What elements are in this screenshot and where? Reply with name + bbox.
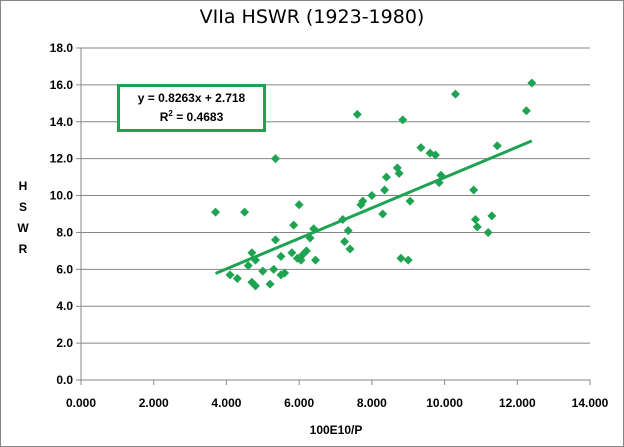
y-tick-label: 6.0 xyxy=(56,262,73,276)
data-point xyxy=(276,251,286,261)
data-point xyxy=(269,264,279,274)
data-point xyxy=(287,248,297,258)
trendline-group xyxy=(214,139,533,275)
data-point xyxy=(247,248,257,258)
data-point xyxy=(251,255,261,265)
x-tick-label: 14.000 xyxy=(572,396,609,410)
data-point xyxy=(352,109,362,119)
x-tick-label: 2.000 xyxy=(139,396,169,410)
y-axis-label-letter: S xyxy=(18,200,27,214)
chart-title: VIIa HSWR (1923-1980) xyxy=(199,6,425,28)
data-point xyxy=(434,178,444,188)
data-point xyxy=(492,141,502,151)
data-point xyxy=(340,237,350,247)
data-point xyxy=(251,281,261,291)
data-point xyxy=(403,255,413,265)
y-axis-label: H S W R xyxy=(16,176,30,260)
data-point xyxy=(381,172,391,182)
x-tick-label: 10.000 xyxy=(426,396,463,410)
data-point xyxy=(378,209,388,219)
y-tick-label: 12.0 xyxy=(50,152,74,166)
data-point xyxy=(280,268,290,278)
data-point xyxy=(243,261,253,271)
data-point xyxy=(483,227,493,237)
data-point xyxy=(311,255,321,265)
y-tick-label: 8.0 xyxy=(56,225,73,239)
r-squared-superscript: 2 xyxy=(168,109,173,118)
data-point xyxy=(396,253,406,263)
x-tick-label: 4.000 xyxy=(211,396,241,410)
x-axis-label: 100E10/P xyxy=(310,423,363,437)
axes xyxy=(76,47,591,385)
y-tick-label: 2.0 xyxy=(56,336,73,350)
data-point xyxy=(258,266,268,276)
data-point xyxy=(430,150,440,160)
y-tick-label: 16.0 xyxy=(50,78,74,92)
data-point xyxy=(265,279,275,289)
data-point xyxy=(343,226,353,236)
x-tick-label: 0.000 xyxy=(66,396,96,410)
x-tick-label: 12.000 xyxy=(499,396,536,410)
r-squared-prefix: R xyxy=(159,110,169,124)
data-point xyxy=(305,233,315,243)
y-axis-label-letter: H xyxy=(18,179,28,193)
data-point xyxy=(294,200,304,210)
x-tick-label: 6.000 xyxy=(284,396,314,410)
data-point xyxy=(240,207,250,217)
trendline xyxy=(214,139,533,275)
data-point xyxy=(487,211,497,221)
trendline-equation: y = 0.8263x + 2.718 xyxy=(137,91,246,105)
data-point xyxy=(358,196,368,206)
data-point xyxy=(527,78,537,88)
y-tick-label: 18.0 xyxy=(50,41,74,55)
y-tick-label: 10.0 xyxy=(50,189,74,203)
data-point xyxy=(470,215,480,225)
r-squared-value: = 0.4683 xyxy=(172,110,224,124)
data-point xyxy=(450,89,460,99)
x-tick-label: 8.000 xyxy=(357,396,387,410)
data-point xyxy=(380,185,390,195)
data-point xyxy=(271,235,281,245)
data-point xyxy=(436,170,446,180)
data-point xyxy=(271,154,281,164)
data-point xyxy=(398,115,408,125)
data-point xyxy=(211,207,221,217)
r-squared: R2 = 0.4683 xyxy=(120,109,263,124)
y-tick-label: 4.0 xyxy=(56,299,73,313)
data-point xyxy=(338,215,348,225)
data-point xyxy=(367,191,377,201)
data-point xyxy=(405,196,415,206)
x-tick-labels: 0.000 2.000 4.000 6.000 8.000 10.000 12.000 14.… xyxy=(66,396,609,410)
data-point xyxy=(416,143,426,153)
data-point xyxy=(345,244,355,254)
y-axis-label-letter: R xyxy=(18,242,28,256)
data-point xyxy=(469,185,479,195)
data-point xyxy=(301,246,311,256)
y-tick-label: 0.0 xyxy=(56,373,73,387)
data-point xyxy=(225,270,235,280)
y-tick-labels: 0.0 2.0 4.0 6.0 8.0 10.0 12.0 14.0 16.0 18.0 xyxy=(50,41,74,387)
data-points xyxy=(211,78,537,291)
data-point xyxy=(521,106,531,116)
y-axis-label-letter: W xyxy=(17,221,29,235)
data-point xyxy=(394,168,404,178)
data-point xyxy=(289,220,299,230)
data-point xyxy=(309,224,319,234)
trendline-equation-box: y = 0.8263x + 2.718 R2 = 0.4683 xyxy=(117,84,266,132)
data-point xyxy=(232,274,242,284)
y-tick-label: 14.0 xyxy=(50,115,74,129)
data-point xyxy=(472,222,482,232)
